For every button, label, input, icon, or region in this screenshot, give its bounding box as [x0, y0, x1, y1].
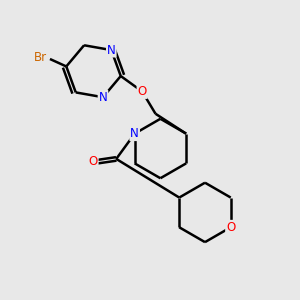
Text: O: O: [88, 155, 98, 168]
Text: O: O: [226, 221, 236, 234]
Text: Br: Br: [34, 51, 47, 64]
Text: N: N: [99, 91, 107, 104]
Text: O: O: [137, 85, 147, 98]
Text: N: N: [107, 44, 116, 57]
Text: N: N: [130, 127, 139, 140]
